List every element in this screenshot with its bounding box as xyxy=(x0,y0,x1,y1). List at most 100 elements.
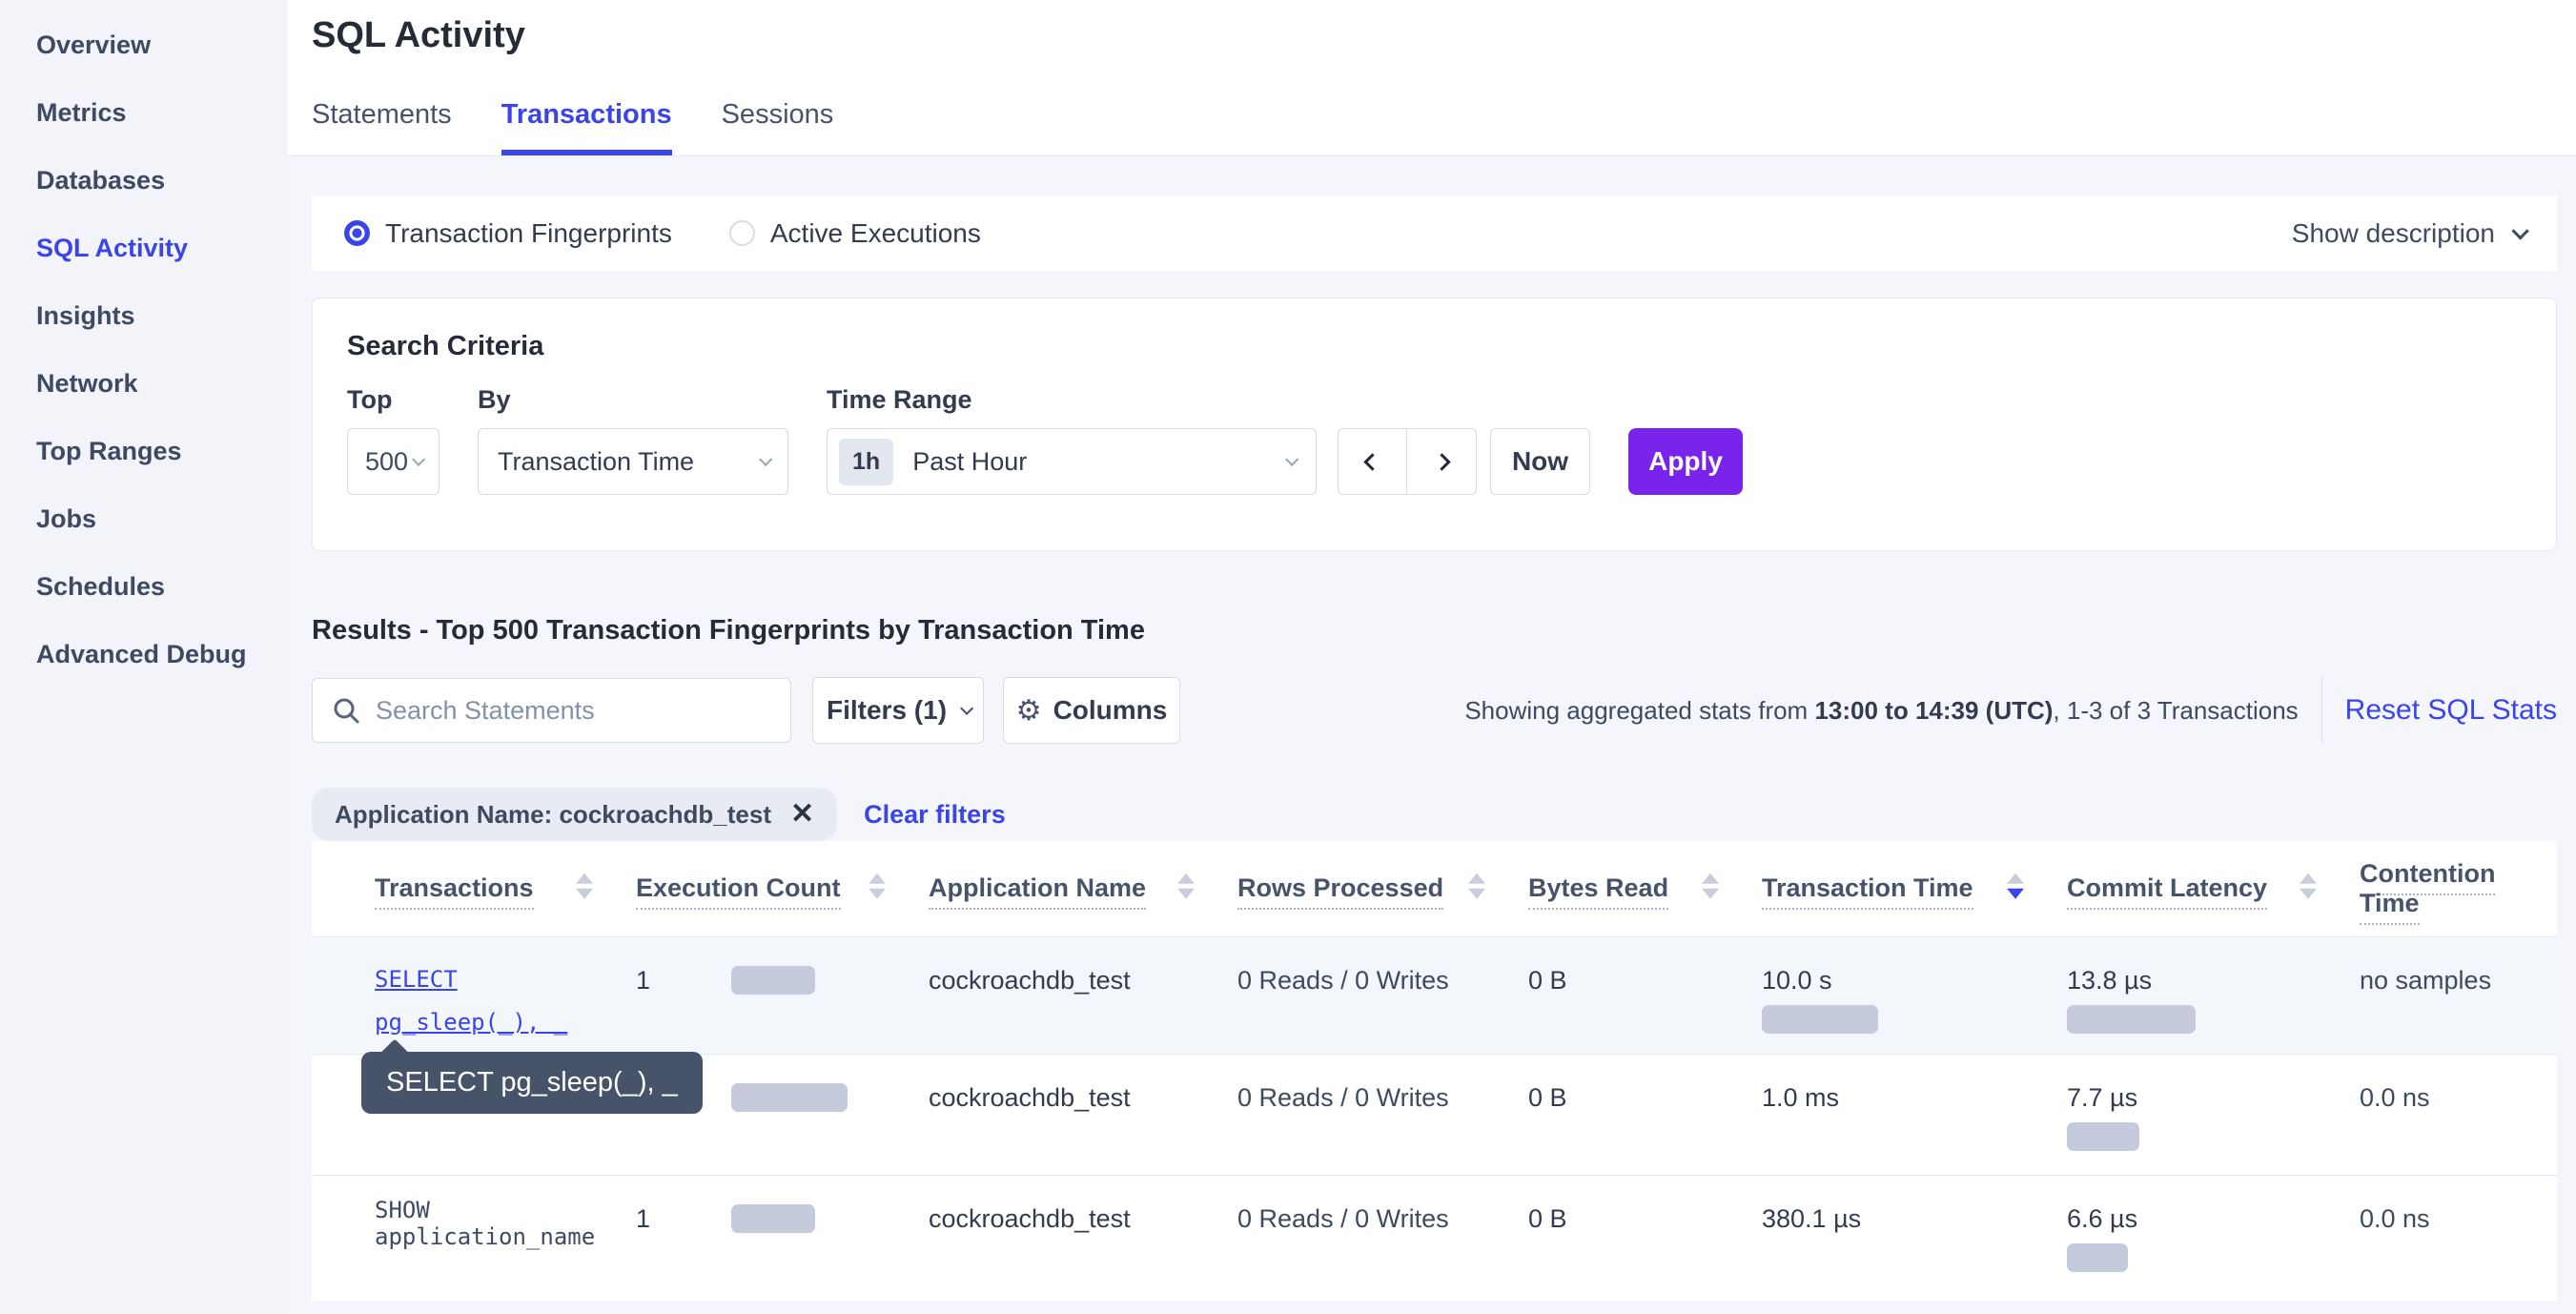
next-time-button[interactable] xyxy=(1407,429,1476,494)
tab-sessions[interactable]: Sessions xyxy=(721,99,834,130)
clear-filters-link[interactable]: Clear filters xyxy=(864,799,1006,829)
chevron-down-icon xyxy=(1285,452,1299,466)
bytes-read-value: 0 B xyxy=(1528,1174,1762,1301)
active-filters-row: Application Name: cockroachdb_test ✕ Cle… xyxy=(312,788,2557,841)
tab-statements[interactable]: Statements xyxy=(312,99,452,130)
by-select-value: Transaction Time xyxy=(498,446,695,476)
sort-icon[interactable] xyxy=(1702,873,1719,899)
transaction-fingerprint-link[interactable]: SELECT pg_sleep(_), _ xyxy=(375,965,568,1037)
top-select-value: 500 xyxy=(365,446,409,476)
contention-time-value: 0.0 ns xyxy=(2360,1174,2557,1301)
radio-active-executions[interactable]: Active Executions xyxy=(728,217,981,249)
search-icon xyxy=(334,698,359,724)
application-name-value: cockroachdb_test xyxy=(929,1053,1237,1175)
application-name-value: cockroachdb_test xyxy=(929,935,1237,1054)
filter-chip-application-name[interactable]: Application Name: cockroachdb_test ✕ xyxy=(312,788,838,841)
sort-icon[interactable] xyxy=(2300,873,2317,899)
results-controls: Filters (1) ⚙ Columns Showing aggregated… xyxy=(312,677,2557,744)
sidebar-item-metrics[interactable]: Metrics xyxy=(36,98,127,127)
rows-processed-value: 0 Reads / 0 Writes xyxy=(1237,1174,1528,1301)
col-bytes-read[interactable]: Bytes Read xyxy=(1528,873,1669,911)
time-range-select[interactable]: 1h Past Hour xyxy=(827,428,1317,495)
search-criteria-card: Search Criteria Top 500 By Transaction T… xyxy=(312,298,2557,551)
col-transactions[interactable]: Transactions xyxy=(375,873,534,911)
radio-label: Active Executions xyxy=(769,217,981,248)
chevron-right-icon xyxy=(1432,452,1451,471)
time-range-value: Past Hour xyxy=(912,446,1028,476)
bytes-read-value: 0 B xyxy=(1528,1053,1762,1175)
sort-icon[interactable] xyxy=(869,873,886,899)
sidebar-item-advanced-debug[interactable]: Advanced Debug xyxy=(36,640,247,668)
chevron-down-icon xyxy=(2511,222,2529,240)
radio-unselected-icon[interactable] xyxy=(728,220,755,246)
filters-button[interactable]: Filters (1) xyxy=(812,677,984,744)
transaction-time-value: 1.0 ms xyxy=(1762,1082,1840,1112)
commit-latency-value: 7.7 µs xyxy=(2067,1082,2138,1112)
by-label: By xyxy=(478,385,511,414)
execution-count-bar xyxy=(731,1204,815,1233)
transaction-time-bar xyxy=(1762,1004,1878,1034)
bytes-read-value: 0 B xyxy=(1528,935,1762,1054)
prev-time-button[interactable] xyxy=(1339,429,1407,494)
sort-icon[interactable] xyxy=(1468,873,1485,899)
table-row[interactable]: SHOW application_name 1 cockroachdb_test… xyxy=(312,1174,2557,1301)
sort-icon-active-desc[interactable] xyxy=(2007,873,2024,899)
radio-transaction-fingerprints[interactable]: Transaction Fingerprints xyxy=(344,218,672,249)
reset-sql-stats-link[interactable]: Reset SQL Stats xyxy=(2344,694,2557,726)
time-range-badge: 1h xyxy=(839,438,894,485)
results-table-card: Transactions Execution Count Application… xyxy=(312,841,2557,1301)
by-select[interactable]: Transaction Time xyxy=(478,428,788,495)
table-row[interactable]: SELECT pg_sleep(_), _ 1 cockroachdb_test… xyxy=(312,935,2557,1054)
radio-selected-icon[interactable] xyxy=(344,220,370,246)
application-name-value: cockroachdb_test xyxy=(929,1174,1237,1301)
search-criteria-title: Search Criteria xyxy=(347,331,544,361)
time-range-label: Time Range xyxy=(827,385,972,414)
time-pager xyxy=(1338,428,1477,495)
col-contention-time[interactable]: Contention Time xyxy=(2360,858,2496,925)
table-header-row: Transactions Execution Count Application… xyxy=(312,841,2557,937)
col-application-name[interactable]: Application Name xyxy=(929,873,1147,911)
sort-icon[interactable] xyxy=(576,873,593,899)
show-description-label: Show description xyxy=(2291,217,2495,248)
sidebar-item-jobs[interactable]: Jobs xyxy=(36,504,97,533)
aggregated-stats-text: Showing aggregated stats from 13:00 to 1… xyxy=(1464,695,2299,725)
apply-button[interactable]: Apply xyxy=(1628,428,1743,495)
sidebar-item-overview[interactable]: Overview xyxy=(36,31,152,59)
sidebar-item-insights[interactable]: Insights xyxy=(36,301,135,330)
chevron-down-icon xyxy=(759,452,773,466)
search-statements-input[interactable] xyxy=(376,695,771,726)
transaction-time-value: 380.1 µs xyxy=(1762,1203,1862,1233)
col-execution-count[interactable]: Execution Count xyxy=(636,873,841,911)
col-transaction-time[interactable]: Transaction Time xyxy=(1762,873,1973,911)
transaction-time-value: 10.0 s xyxy=(1762,965,1832,995)
sidebar-item-network[interactable]: Network xyxy=(36,369,138,398)
sidebar-item-top-ranges[interactable]: Top Ranges xyxy=(36,437,182,465)
sidebar-item-schedules[interactable]: Schedules xyxy=(36,572,166,601)
page-header: SQL Activity Statements Transactions Ses… xyxy=(288,0,2576,156)
close-icon[interactable]: ✕ xyxy=(790,798,815,830)
tab-transactions[interactable]: Transactions xyxy=(501,99,672,155)
radio-label: Transaction Fingerprints xyxy=(385,217,672,248)
tab-bar: Statements Transactions Sessions xyxy=(312,99,833,155)
sidebar-item-databases[interactable]: Databases xyxy=(36,166,166,195)
chevron-left-icon xyxy=(1363,452,1381,471)
top-label: Top xyxy=(347,385,393,414)
contention-time-value: no samples xyxy=(2360,935,2557,1054)
gear-icon: ⚙ xyxy=(1015,693,1042,728)
execution-count-value: 1 xyxy=(636,965,651,995)
commit-latency-bar xyxy=(2067,1242,2128,1272)
sort-icon[interactable] xyxy=(1177,873,1195,899)
content-area: Transaction Fingerprints Active Executio… xyxy=(288,156,2576,841)
col-commit-latency[interactable]: Commit Latency xyxy=(2067,873,2268,911)
transaction-fingerprint[interactable]: SHOW application_name xyxy=(312,1174,636,1301)
top-select[interactable]: 500 xyxy=(347,428,440,495)
col-rows-processed[interactable]: Rows Processed xyxy=(1237,873,1444,911)
filters-label: Filters (1) xyxy=(826,695,948,725)
divider xyxy=(2320,677,2322,744)
execution-count-bar xyxy=(731,1083,848,1112)
now-button[interactable]: Now xyxy=(1490,428,1590,495)
search-statements-box[interactable] xyxy=(312,678,791,743)
columns-button[interactable]: ⚙ Columns xyxy=(1003,677,1180,744)
sidebar-item-sql-activity[interactable]: SQL Activity xyxy=(36,234,189,262)
show-description-toggle[interactable]: Show description xyxy=(2291,217,2529,249)
